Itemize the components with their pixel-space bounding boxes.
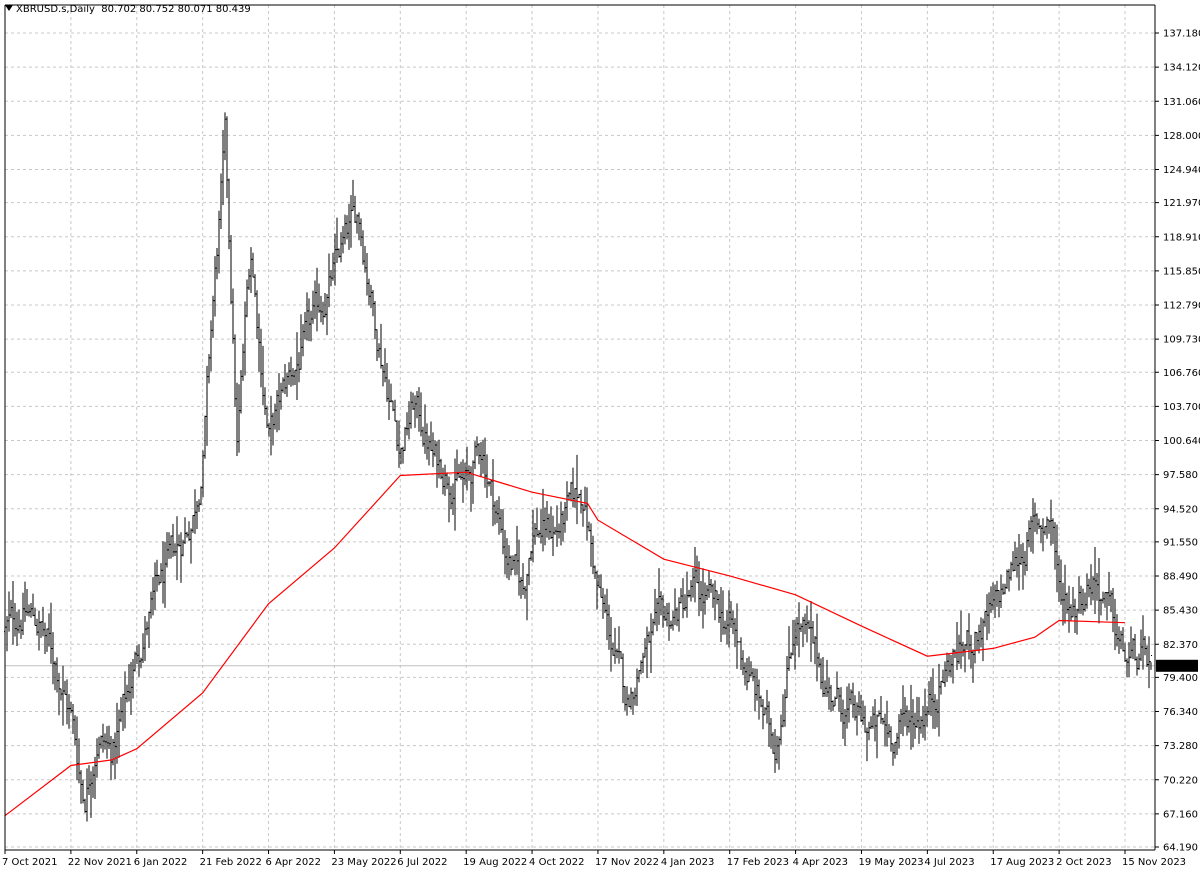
y-tick-label: 67.160 — [1163, 809, 1198, 820]
y-tick-label: 79.400 — [1163, 673, 1198, 684]
x-tick-label: 7 Oct 2021 — [2, 857, 57, 868]
chart-header: XBRUSD.s,Daily 80.702 80.752 80.071 80.4… — [5, 4, 251, 15]
y-tick-label: 121.970 — [1163, 198, 1200, 209]
x-tick-label: 17 Aug 2023 — [990, 857, 1054, 868]
y-tick-label: 128.000 — [1163, 131, 1200, 142]
x-tick-label: 17 Nov 2022 — [595, 857, 659, 868]
dropdown-triangle-icon[interactable] — [5, 5, 13, 11]
y-tick-label: 85.430 — [1163, 606, 1198, 617]
y-tick-label: 112.790 — [1163, 301, 1200, 312]
y-tick-label: 64.190 — [1163, 843, 1198, 854]
x-tick-label: 4 Jul 2023 — [924, 857, 974, 868]
y-tick-label: 124.940 — [1163, 165, 1200, 176]
symbol-label: XBRUSD.s,Daily — [16, 4, 95, 15]
y-tick-label: 94.520 — [1163, 504, 1198, 515]
y-tick-label: 118.910 — [1163, 232, 1200, 243]
x-tick-label: 2 Oct 2023 — [1056, 857, 1111, 868]
y-tick-label: 131.060 — [1163, 97, 1200, 108]
x-tick-label: 17 Feb 2023 — [727, 857, 789, 868]
y-tick-label: 109.730 — [1163, 335, 1200, 346]
x-tick-label: 4 Jan 2023 — [661, 857, 715, 868]
price-label-text: 80.439 — [1159, 661, 1194, 672]
y-tick-label: 73.280 — [1163, 741, 1198, 752]
y-tick-label: 76.340 — [1163, 707, 1198, 718]
y-tick-label: 134.120 — [1163, 63, 1200, 74]
x-tick-label: 6 Jul 2022 — [397, 857, 447, 868]
x-tick-label: 19 Aug 2022 — [463, 857, 527, 868]
y-tick-label: 100.640 — [1163, 436, 1200, 447]
y-tick-label: 106.760 — [1163, 368, 1200, 379]
ohlc-values: 80.702 80.752 80.071 80.439 — [101, 4, 251, 15]
y-tick-label: 115.850 — [1163, 266, 1200, 277]
x-tick-label: 21 Feb 2022 — [200, 857, 262, 868]
y-tick-label: 91.550 — [1163, 537, 1198, 548]
x-tick-label: 15 Nov 2023 — [1122, 857, 1186, 868]
y-tick-label: 82.370 — [1163, 640, 1198, 651]
x-tick-label: 6 Jan 2022 — [134, 857, 188, 868]
y-tick-label: 103.700 — [1163, 402, 1200, 413]
x-tick-label: 4 Apr 2023 — [793, 857, 848, 868]
x-tick-label: 23 May 2022 — [331, 857, 396, 868]
y-tick-label: 70.220 — [1163, 775, 1198, 786]
y-tick-label: 137.180 — [1163, 29, 1200, 40]
y-tick-label: 88.490 — [1163, 572, 1198, 583]
x-tick-label: 6 Apr 2022 — [266, 857, 321, 868]
x-tick-label: 19 May 2023 — [858, 857, 923, 868]
y-tick-label: 97.580 — [1163, 470, 1198, 481]
x-tick-label: 4 Oct 2022 — [529, 857, 584, 868]
current-price-label: 80.439 — [1156, 660, 1198, 673]
x-tick-label: 22 Nov 2021 — [68, 857, 132, 868]
